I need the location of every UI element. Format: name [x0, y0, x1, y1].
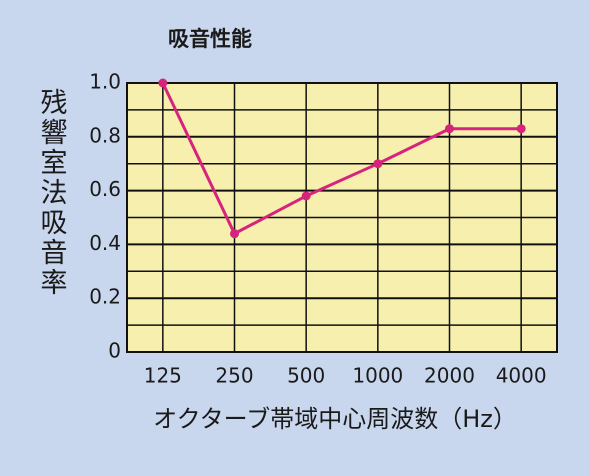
y-tick-label: 1.0 [89, 70, 121, 94]
y-axis-label: 残響室法吸音率 [36, 88, 68, 298]
x-axis-label: オクターブ帯域中心周波数（Hz） [153, 405, 517, 433]
data-point [158, 78, 168, 88]
data-point [445, 124, 454, 134]
y-tick-label: 0 [108, 339, 121, 363]
y-tick-label: 0.8 [89, 123, 121, 147]
x-tick-label: 1000 [352, 364, 403, 388]
data-line [161, 82, 522, 236]
x-tick-label: 500 [287, 364, 325, 388]
data-point [373, 159, 383, 169]
y-tick-label: 0.6 [89, 177, 121, 201]
data-point [230, 229, 239, 239]
x-tick-label: 4000 [496, 364, 547, 388]
data-point [301, 191, 311, 201]
x-tick-label: 2000 [424, 364, 475, 388]
x-tick-label: 250 [215, 364, 253, 388]
y-tick-label: 0.2 [89, 285, 121, 309]
chart-title: 吸音性能 [168, 27, 252, 51]
data-point [516, 124, 526, 134]
y-tick-label: 0.4 [89, 231, 121, 255]
x-tick-label: 125 [144, 364, 182, 388]
